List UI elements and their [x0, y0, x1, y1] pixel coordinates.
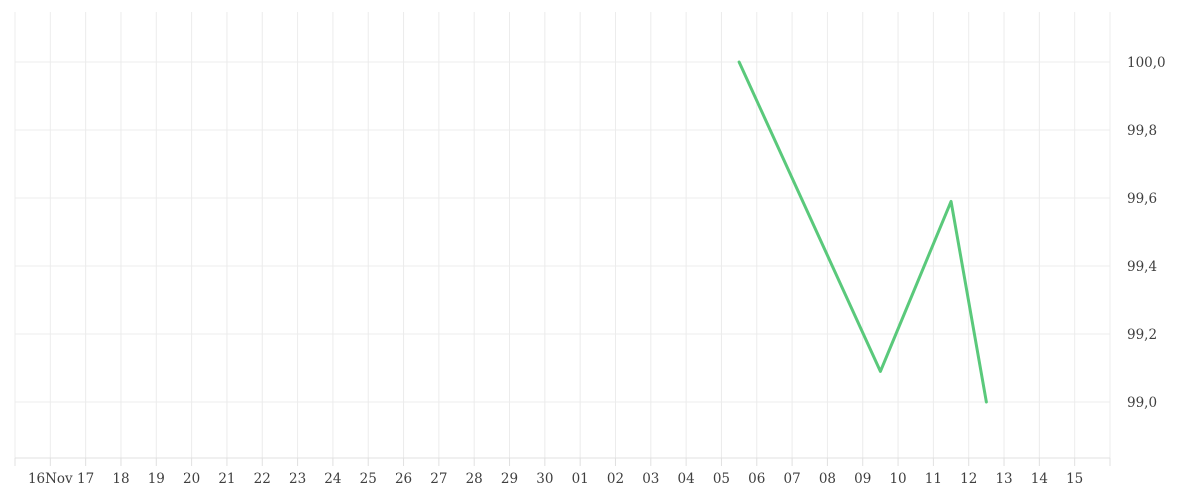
- x-tick-label: 25: [360, 471, 377, 487]
- x-tick-label: 11: [925, 471, 942, 487]
- x-tick-label: 07: [784, 471, 801, 487]
- x-tick-label: 16Nov: [28, 471, 73, 487]
- x-tick-label: 23: [289, 471, 306, 487]
- y-tick-label: 100,0: [1127, 55, 1166, 71]
- x-tick-label: 30: [536, 471, 553, 487]
- x-tick-label: 24: [324, 471, 341, 487]
- y-tick-label: 99,4: [1127, 259, 1157, 275]
- x-tick-label: 26: [395, 471, 412, 487]
- x-tick-label: 20: [183, 471, 200, 487]
- x-tick-label: 17: [77, 471, 94, 487]
- x-tick-label: 27: [430, 471, 447, 487]
- x-tick-label: 04: [678, 471, 695, 487]
- x-tick-label: 09: [854, 471, 871, 487]
- x-tick-label: 28: [466, 471, 483, 487]
- price-line: [737, 60, 988, 404]
- x-tick-label: 03: [642, 471, 659, 487]
- x-tick-label: 15: [1066, 471, 1083, 487]
- x-tick-label: 12: [960, 471, 977, 487]
- x-tick-label: 18: [112, 471, 129, 487]
- x-tick-label: 06: [748, 471, 765, 487]
- x-tick-label: 19: [148, 471, 165, 487]
- y-tick-label: 99,8: [1127, 123, 1157, 139]
- y-tick-label: 99,2: [1127, 327, 1157, 343]
- x-tick-label: 13: [995, 471, 1012, 487]
- x-tick-label: 02: [607, 471, 624, 487]
- x-tick-label: 14: [1031, 471, 1048, 487]
- x-tick-label: 05: [713, 471, 730, 487]
- y-tick-label: 99,6: [1127, 191, 1157, 207]
- x-tick-label: 10: [889, 471, 906, 487]
- x-tick-label: 08: [819, 471, 836, 487]
- x-tick-label: 21: [218, 471, 235, 487]
- x-tick-label: 22: [254, 471, 271, 487]
- x-tick-label: 29: [501, 471, 518, 487]
- y-tick-label: 99,0: [1127, 395, 1157, 411]
- x-tick-label: 01: [572, 471, 589, 487]
